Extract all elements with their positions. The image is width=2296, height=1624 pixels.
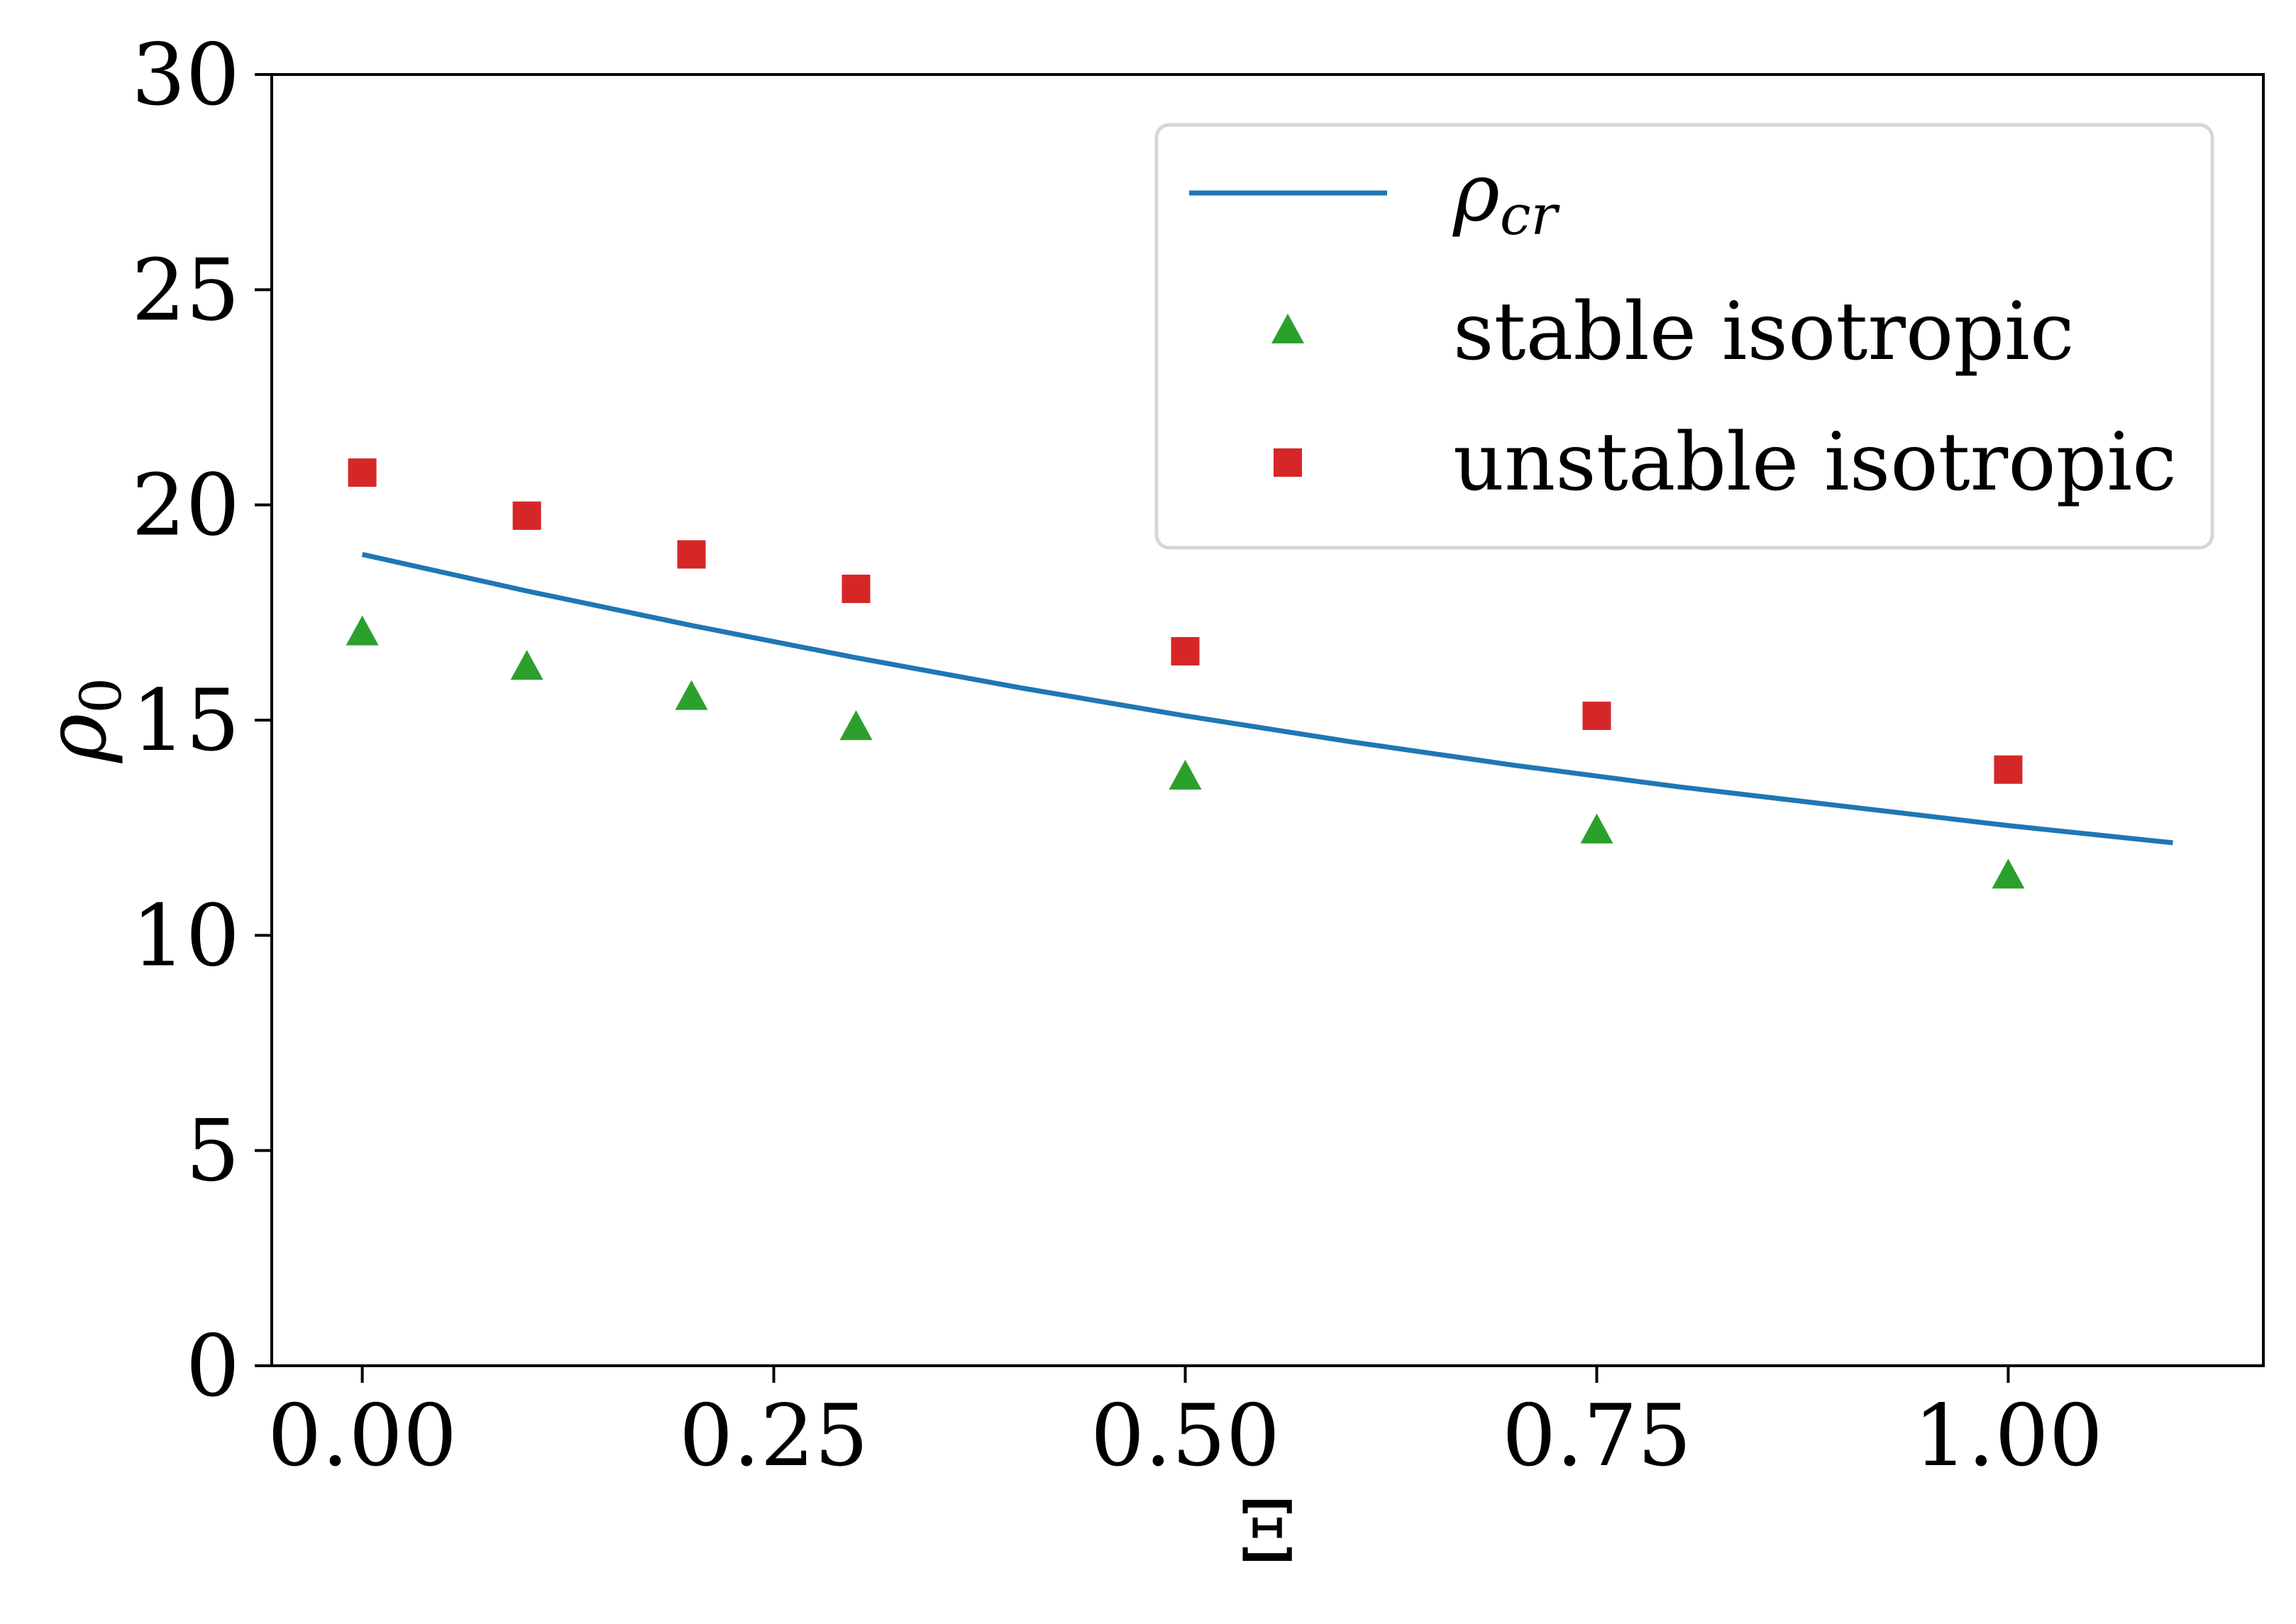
legend-label-subscript: cr [1500, 184, 1561, 248]
x-tick-label-3: 0.75 [1502, 1387, 1691, 1486]
legend-handle-triangle [1271, 313, 1304, 343]
legend-handle-square [1274, 448, 1302, 477]
y-tick-label-6: 30 [131, 26, 240, 125]
y-axis-label-subscript: 0 [68, 678, 134, 714]
x-tick-label-4: 1.00 [1914, 1387, 2103, 1486]
y-axis-label-symbol: ρ [27, 714, 125, 764]
x-tick-label-1: 0.25 [679, 1387, 868, 1486]
x-tick-label-0: 0.00 [267, 1387, 457, 1486]
x-axis-label: Ξ [1238, 1483, 1297, 1581]
unstable-point-6 [1994, 755, 2023, 784]
legend-label-2: unstable isotropic [1453, 416, 2177, 509]
series-line-0 [361, 552, 2173, 846]
legend-label-symbol: ρ [1452, 147, 1500, 239]
y-tick-label-5: 25 [131, 241, 240, 340]
y-axis-label: ρ0 [27, 678, 134, 764]
unstable-point-4 [1171, 636, 1200, 665]
y-tick-label-3: 15 [131, 672, 240, 770]
stable-point-4 [1169, 759, 1202, 790]
unstable-point-0 [348, 458, 377, 487]
y-tick-label-1: 5 [186, 1103, 240, 1201]
stable-point-6 [1992, 858, 2025, 889]
unstable-point-1 [512, 501, 541, 530]
y-tick-label-4: 20 [131, 457, 240, 556]
unstable-point-3 [841, 574, 871, 603]
unstable-point-5 [1582, 701, 1611, 730]
x-tick-label-2: 0.50 [1091, 1387, 1280, 1486]
stable-point-5 [1580, 813, 1613, 844]
unstable-point-2 [677, 540, 706, 569]
y-tick-label-2: 10 [131, 887, 240, 985]
legend-label-0: ρcr [1452, 147, 1561, 248]
stable-point-0 [346, 615, 379, 646]
stable-point-2 [675, 680, 708, 710]
legend-label-1: stable isotropic [1453, 286, 2075, 378]
stable-point-1 [510, 650, 543, 680]
stable-point-3 [839, 710, 873, 741]
legend-box [1154, 123, 2214, 550]
y-tick-label-0: 0 [186, 1318, 240, 1416]
